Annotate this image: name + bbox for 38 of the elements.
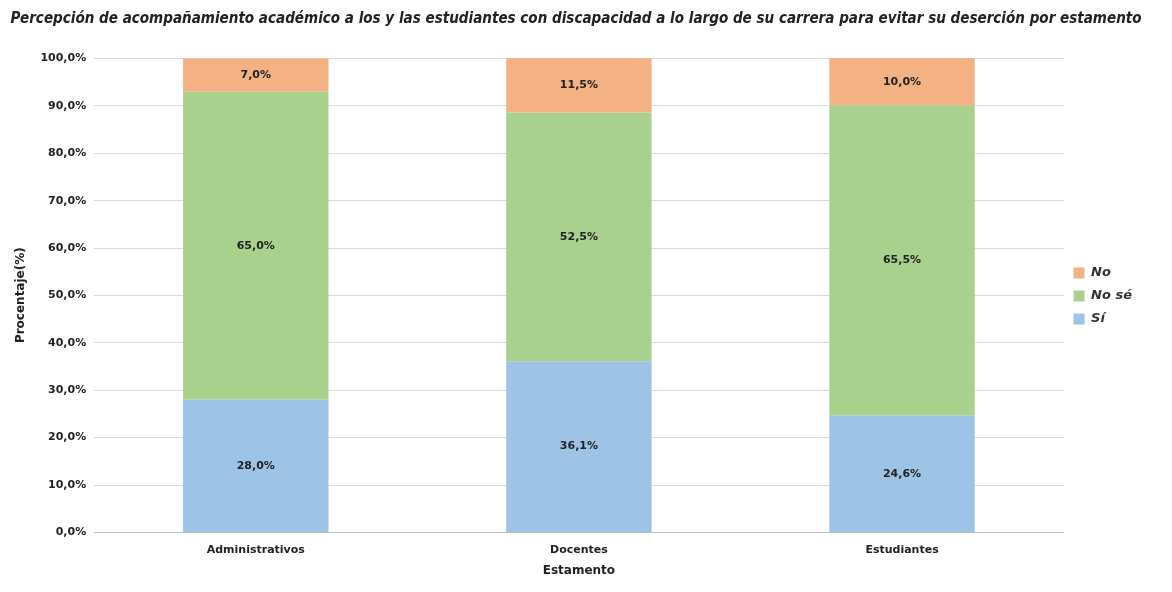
- chart-title: Percepción de acompañamiento académico a los y las estudiantes con discapacidad a lo largo de su carrera para evitar su deserción por estamento: [10, 9, 1142, 27]
- bar: [829, 415, 975, 532]
- y-tick-label: 60,0%: [48, 240, 87, 254]
- x-tick-label: Estudiantes: [865, 542, 940, 556]
- y-tick-label: 70,0%: [48, 193, 87, 207]
- y-tick-label: 10,0%: [48, 477, 87, 491]
- bar: [183, 91, 329, 400]
- data-label: 10,0%: [882, 74, 922, 88]
- x-tick-label: Administrativos: [206, 542, 306, 556]
- y-tick-label: 90,0%: [48, 98, 87, 112]
- legend-label: No sé: [1091, 287, 1133, 303]
- data-label: 24,6%: [882, 466, 922, 480]
- data-label: 65,5%: [882, 253, 922, 267]
- data-label: 65,0%: [236, 238, 275, 252]
- y-tick-label: 80,0%: [48, 146, 87, 160]
- data-label: 52,5%: [559, 229, 598, 243]
- bar: [506, 361, 652, 532]
- data-label: 28,0%: [236, 458, 275, 472]
- legend-label: Sí: [1091, 310, 1108, 326]
- y-tick-label: 30,0%: [48, 383, 87, 397]
- bar: [829, 105, 975, 416]
- y-tick-label: 0,0%: [55, 525, 87, 539]
- bar: [506, 112, 652, 362]
- y-axis-title: Procentaje(%): [13, 247, 28, 344]
- data-label: 11,5%: [559, 78, 598, 92]
- data-label: 36,1%: [559, 439, 598, 453]
- bar: [183, 399, 329, 532]
- data-label: 7,0%: [240, 67, 272, 81]
- y-tick-label: 20,0%: [48, 430, 87, 444]
- x-tick-label: Docentes: [550, 542, 609, 556]
- bar: [183, 58, 329, 92]
- legend-label: No: [1091, 264, 1111, 280]
- y-tick-label: 40,0%: [48, 335, 87, 349]
- y-tick-label: 100,0%: [40, 51, 87, 65]
- bar: [829, 58, 975, 106]
- bar: [506, 58, 652, 113]
- y-tick-label: 50,0%: [48, 288, 87, 302]
- x-axis-title: Estamento: [542, 562, 616, 577]
